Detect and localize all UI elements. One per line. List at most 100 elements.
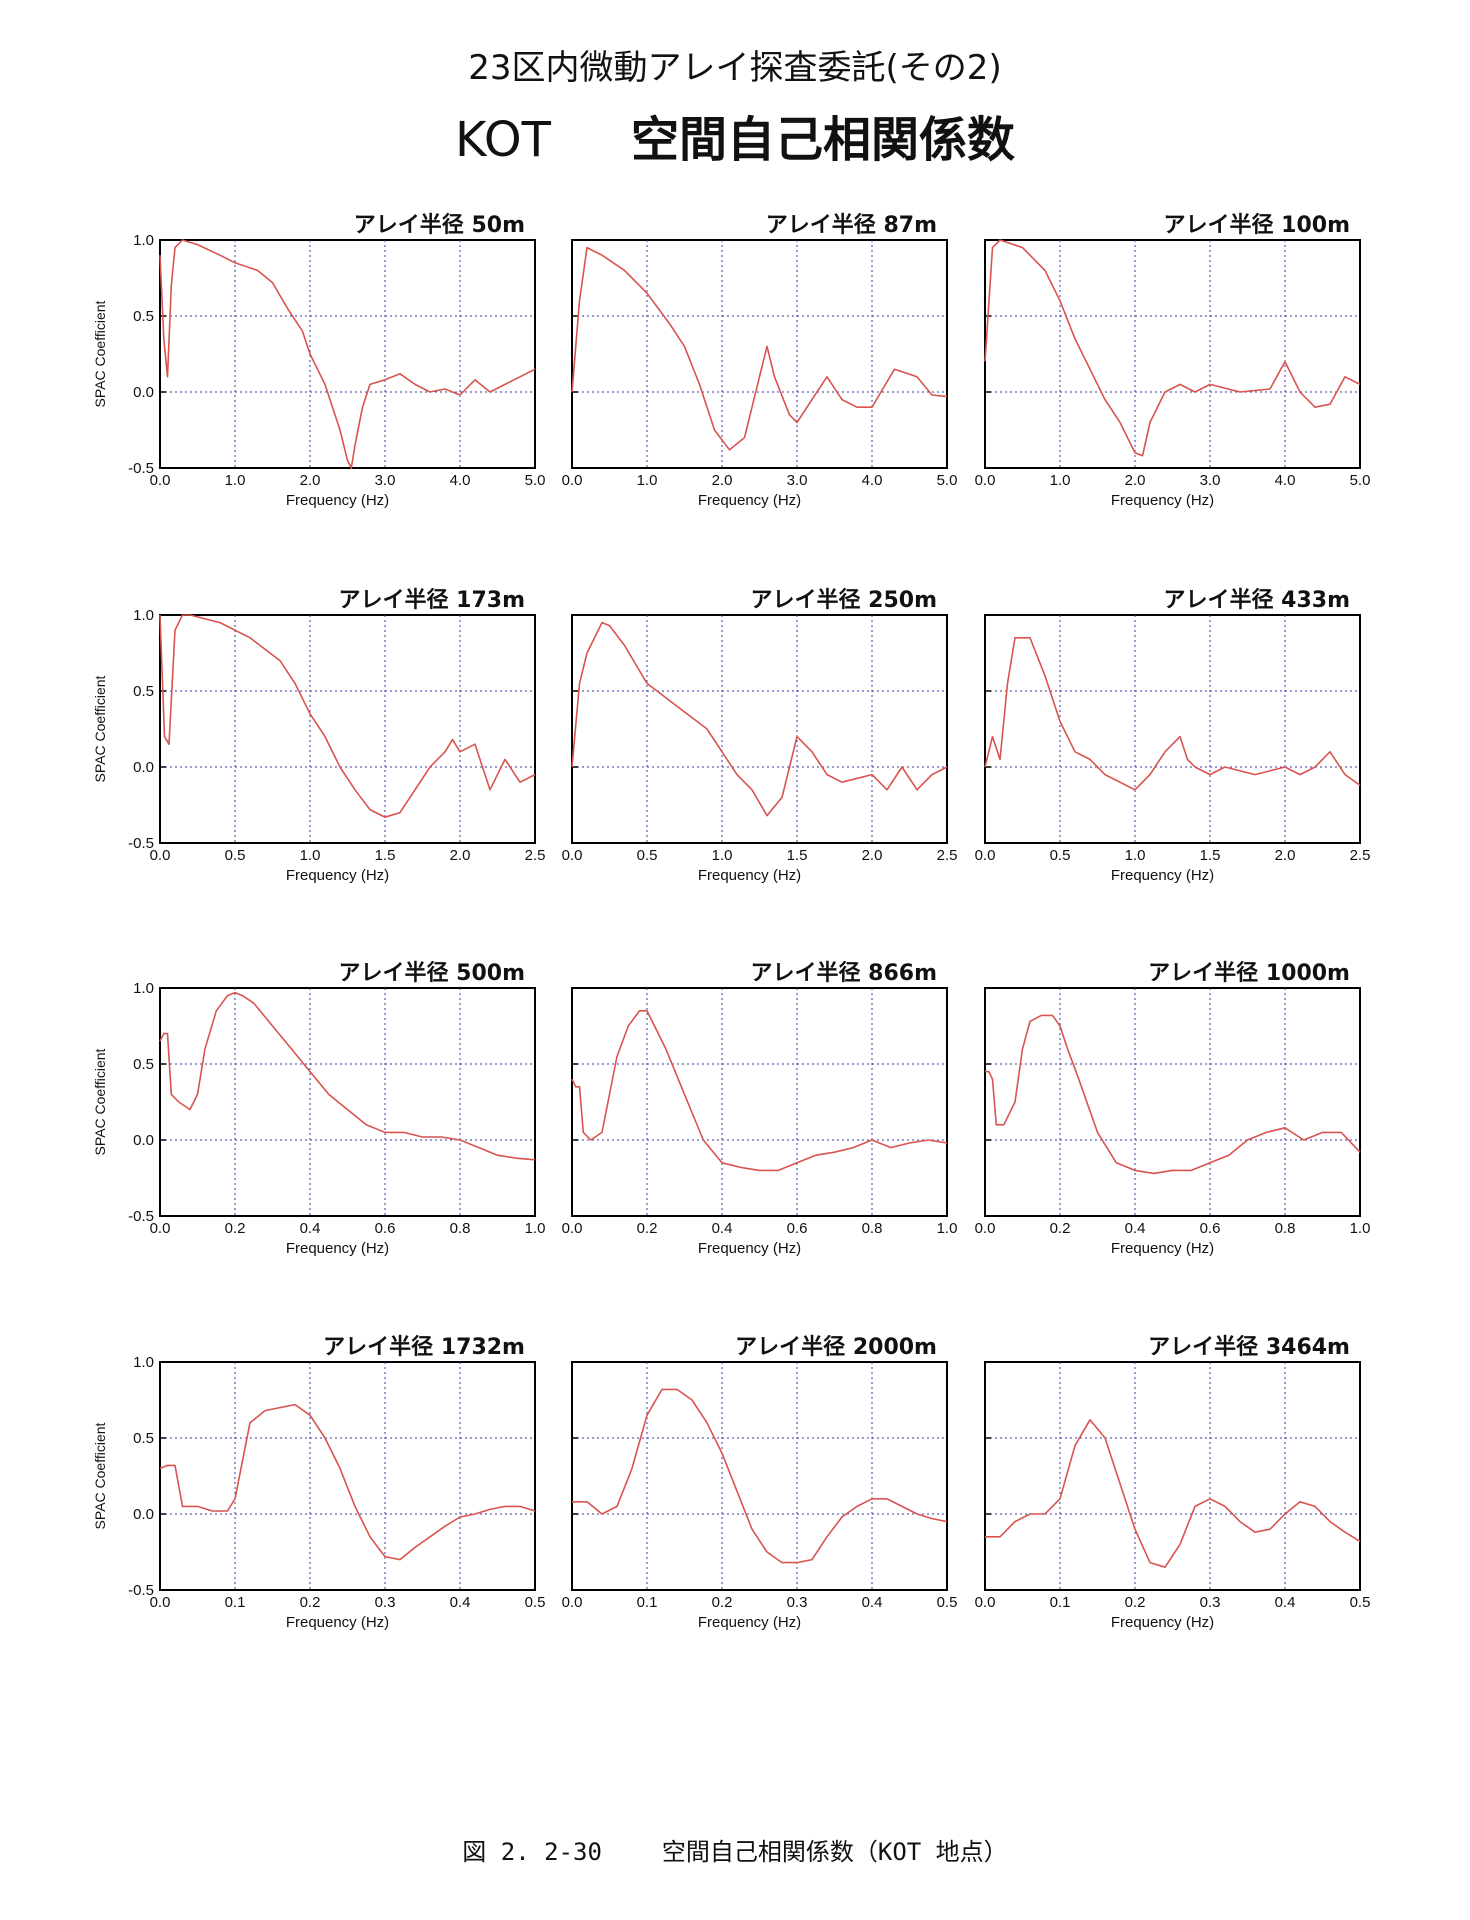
spac-chart-5: 0.0 0.5 1.0 1.5 2.0 2.5 Frequency (Hz) アレイ半径 25… [562, 587, 958, 884]
x-tick-label: 0.0 [562, 472, 583, 489]
x-tick-label: 0.1 [637, 1594, 658, 1611]
x-tick-label: 2.0 [712, 472, 733, 489]
chart-title: アレイ半径 250m [750, 587, 937, 613]
x-tick-label: 5.0 [525, 472, 546, 489]
x-tick-label: 0.3 [1200, 1594, 1221, 1611]
spac-curve [159, 991, 536, 1161]
spac-chart-7: 0.0 0.2 0.4 0.6 0.8 1.0-0.50.00.51.0Frequency… [92, 960, 546, 1257]
x-axis-label: Frequency (Hz) [286, 1240, 389, 1257]
x-tick-label: 0.0 [975, 472, 996, 489]
x-axis-label: Frequency (Hz) [1111, 1614, 1214, 1631]
plot-frame [159, 239, 536, 469]
spac-curve [159, 239, 536, 469]
site-code: KOT [455, 112, 551, 168]
plot-frame [159, 614, 536, 844]
x-tick-label: 0.4 [862, 1594, 883, 1611]
x-tick-label: 0.3 [375, 1594, 396, 1611]
spac-curve [984, 239, 1361, 457]
x-axis-label: Frequency (Hz) [698, 492, 801, 509]
spac-chart-4: 0.0 0.5 1.0 1.5 2.0 2.5-0.50.00.51.0Frequency… [92, 587, 545, 884]
y-tick-label: -0.5 [128, 835, 154, 852]
x-tick-label: 0.5 [1050, 847, 1071, 864]
spac-chart-10: 0.0 0.1 0.2 0.3 0.4 0.5-0.50.00.51.0Frequency… [92, 1334, 546, 1631]
y-tick-label: 1.0 [133, 980, 154, 997]
x-tick-label: 2.0 [862, 847, 883, 864]
chart-title: アレイ半径 433m [1163, 587, 1350, 613]
plot-frame [159, 987, 536, 1217]
chart-title: アレイ半径 1732m [323, 1334, 525, 1360]
spac-curve [159, 614, 536, 818]
x-axis-label: Frequency (Hz) [1111, 867, 1214, 884]
x-tick-label: 2.5 [1350, 847, 1371, 864]
x-tick-label: 1.5 [1200, 847, 1221, 864]
spac-chart-9: 0.0 0.2 0.4 0.6 0.8 1.0 Frequency (Hz) アレイ半径 10… [975, 960, 1371, 1257]
x-tick-label: 0.0 [150, 472, 171, 489]
y-tick-label: 1.0 [133, 232, 154, 249]
x-tick-label: 1.0 [525, 1220, 546, 1237]
y-axis-label: SPAC Coefficient [92, 300, 108, 407]
x-tick-label: 4.0 [450, 472, 471, 489]
spac-chart-11: 0.0 0.1 0.2 0.3 0.4 0.5 Frequency (Hz) アレイ半径 20… [562, 1334, 958, 1631]
x-tick-label: 1.5 [375, 847, 396, 864]
chart-title: アレイ半径 866m [750, 960, 937, 986]
y-tick-label: 0.5 [133, 683, 154, 700]
x-tick-label: 0.0 [562, 1594, 583, 1611]
x-axis-label: Frequency (Hz) [698, 1240, 801, 1257]
y-tick-label: 0.0 [133, 384, 154, 401]
x-tick-label: 2.0 [300, 472, 321, 489]
x-tick-label: 1.0 [712, 847, 733, 864]
chart-title: アレイ半径 100m [1163, 212, 1350, 238]
spac-curve [985, 1419, 1361, 1568]
x-axis-label: Frequency (Hz) [698, 1614, 801, 1631]
caption-number: 図 2. 2-30 [462, 1838, 602, 1866]
y-tick-label: -0.5 [128, 1582, 154, 1599]
x-tick-label: 1.5 [787, 847, 808, 864]
spac-chart-2: 0.0 1.0 2.0 3.0 4.0 5.0 Frequency (Hz) アレイ半径 87… [562, 212, 958, 509]
plot-frame [159, 1361, 536, 1591]
x-tick-label: 0.5 [1350, 1594, 1371, 1611]
y-axis-label: SPAC Coefficient [92, 1048, 108, 1155]
x-tick-label: 0.3 [787, 1594, 808, 1611]
y-tick-label: 1.0 [133, 1354, 154, 1371]
spac-chart-3: 0.0 1.0 2.0 3.0 4.0 5.0 Frequency (Hz) アレイ半径 10… [975, 212, 1371, 509]
chart-title: アレイ半径 1000m [1148, 960, 1350, 986]
spac-curve [571, 621, 948, 817]
x-tick-label: 0.2 [637, 1220, 658, 1237]
plot-frame [571, 987, 948, 1217]
plot-frame [984, 239, 1361, 469]
x-tick-label: 1.0 [1350, 1220, 1371, 1237]
chart-title: アレイ半径 173m [338, 587, 525, 613]
x-tick-label: 0.6 [375, 1220, 396, 1237]
chart-title: アレイ半径 500m [338, 960, 525, 986]
x-tick-label: 0.0 [562, 847, 583, 864]
x-tick-label: 0.2 [1050, 1220, 1071, 1237]
x-axis-label: Frequency (Hz) [1111, 492, 1214, 509]
x-axis-label: Frequency (Hz) [1111, 1240, 1214, 1257]
plot-frame [984, 987, 1361, 1217]
x-axis-label: Frequency (Hz) [698, 867, 801, 884]
spac-curve [159, 1403, 536, 1561]
x-tick-label: 2.5 [937, 847, 958, 864]
x-tick-label: 0.4 [300, 1220, 321, 1237]
x-tick-label: 3.0 [787, 472, 808, 489]
x-tick-label: 0.4 [712, 1220, 733, 1237]
x-tick-label: 5.0 [937, 472, 958, 489]
page-title-text: 空間自己相関係数 [630, 112, 1015, 168]
chart-title: アレイ半径 50m [354, 212, 525, 238]
x-tick-label: 0.1 [1050, 1594, 1071, 1611]
x-tick-label: 0.5 [525, 1594, 546, 1611]
x-tick-label: 0.0 [150, 1220, 171, 1237]
spac-chart-1: 0.0 1.0 2.0 3.0 4.0 5.0-0.50.00.51.0Frequency… [92, 212, 546, 509]
y-tick-label: 0.0 [133, 1506, 154, 1523]
x-tick-label: 0.8 [862, 1220, 883, 1237]
plot-frame [571, 1361, 948, 1591]
y-tick-label: -0.5 [128, 1208, 154, 1225]
x-axis-label: Frequency (Hz) [286, 1614, 389, 1631]
spac-curve [985, 1014, 1361, 1175]
caption-text: 空間自己相関係数（KOT 地点） [661, 1838, 1008, 1866]
spac-curve [571, 246, 948, 451]
x-tick-label: 0.2 [300, 1594, 321, 1611]
x-tick-label: 2.0 [1275, 847, 1296, 864]
x-tick-label: 0.0 [150, 1594, 171, 1611]
x-tick-label: 0.5 [637, 847, 658, 864]
